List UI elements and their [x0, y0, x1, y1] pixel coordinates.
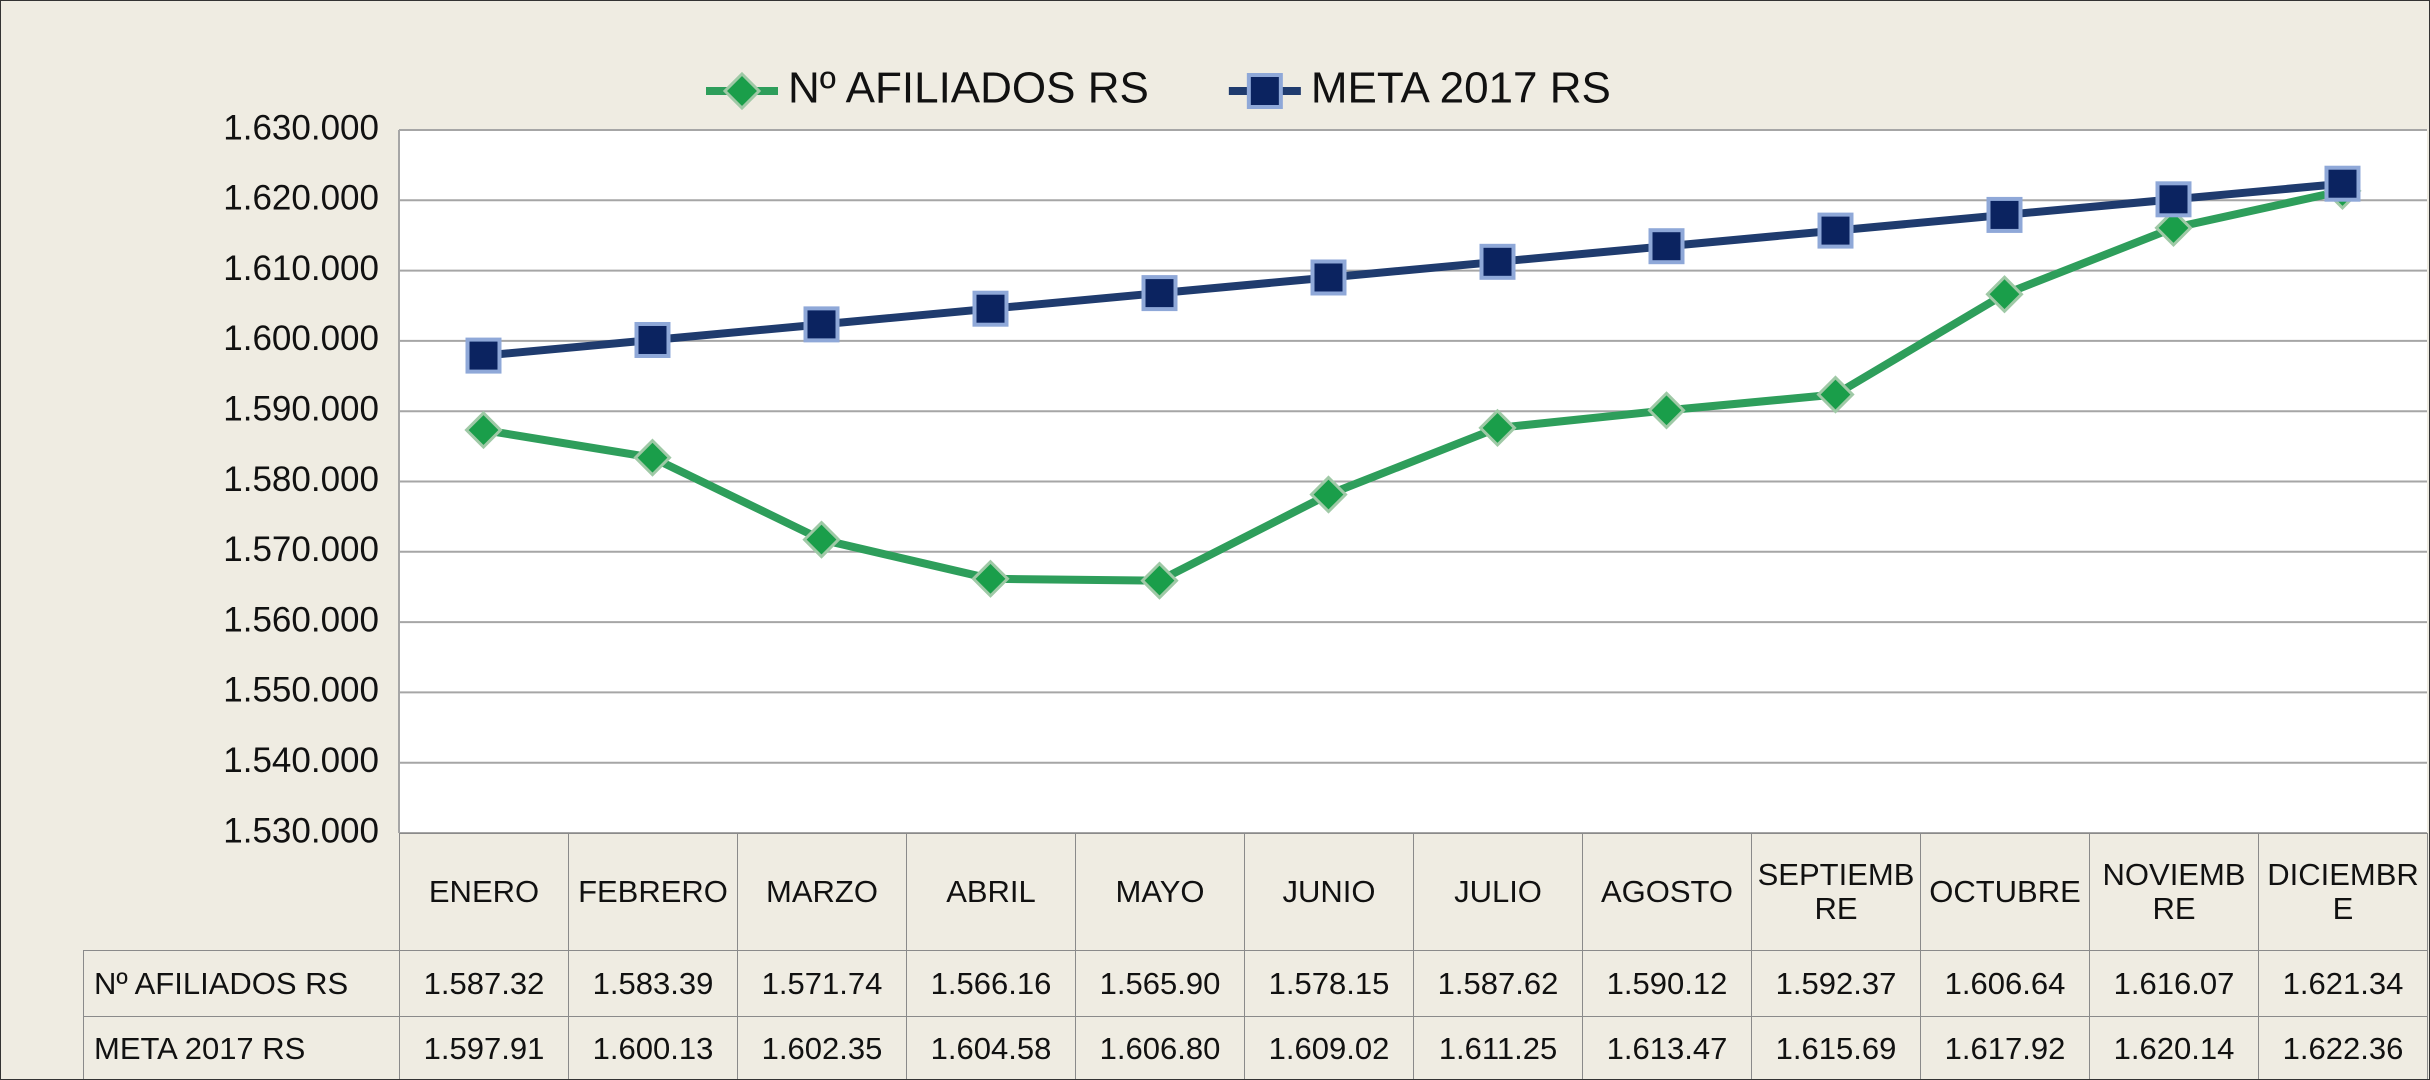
table-value: 1.621.34 — [2258, 950, 2428, 1017]
y-tick-label: 1.620.000 — [223, 179, 379, 218]
y-tick-label: 1.630.000 — [223, 108, 379, 147]
point — [971, 559, 1010, 598]
legend-marker — [1246, 73, 1283, 109]
table-value: 1.602.35 — [737, 1016, 907, 1079]
point — [2155, 181, 2192, 218]
table-value: 1.622.36 — [2258, 1016, 2428, 1079]
point — [1140, 561, 1179, 600]
series-line — [483, 179, 2343, 360]
legend-marker — [722, 71, 762, 111]
y-tick-label: 1.600.000 — [223, 319, 379, 358]
point — [464, 410, 503, 450]
table-value: 1.604.58 — [906, 1016, 1076, 1079]
x-tick-label: ABRIL — [906, 833, 1076, 951]
point — [1985, 275, 2024, 314]
table-value: 1.609.02 — [1244, 1016, 1414, 1079]
point — [1479, 243, 1516, 280]
x-tick-label: ENERO — [399, 833, 569, 951]
point — [1478, 408, 1517, 448]
point — [1648, 228, 1685, 265]
x-tick-label: NOVIEMBRE — [2089, 833, 2259, 951]
y-tick-label: 1.560.000 — [223, 600, 379, 639]
table-value: 1.566.16 — [906, 950, 1076, 1017]
point — [465, 337, 502, 374]
point — [1309, 475, 1348, 514]
point — [1816, 375, 1855, 414]
point — [2324, 165, 2361, 202]
table-value: 1.611.25 — [1413, 1016, 1583, 1079]
table-value: 1.620.14 — [2089, 1016, 2259, 1079]
y-tick-label: 1.540.000 — [223, 741, 379, 780]
x-tick-label: FEBRERO — [568, 833, 738, 951]
series-line — [482, 186, 2344, 585]
x-tick-label: DICIEMBRE — [2258, 833, 2428, 951]
point — [633, 438, 672, 477]
point — [1310, 259, 1347, 296]
x-tick-label: MARZO — [737, 833, 907, 951]
table-value: 1.592.37 — [1751, 950, 1921, 1017]
legend-label: Nº AFILIADOS RS — [788, 64, 1149, 113]
point — [1647, 391, 1686, 430]
x-tick-label: AGOSTO — [1582, 833, 1752, 951]
table-value: 1.587.32 — [399, 950, 569, 1017]
point — [972, 290, 1009, 327]
row-label: META 2017 RS — [83, 1016, 400, 1079]
table-value: 1.587.62 — [1413, 950, 1583, 1017]
table-value: 1.590.12 — [1582, 950, 1752, 1017]
x-tick-label: SEPTIEMBRE — [1751, 833, 1921, 951]
point — [1817, 212, 1854, 249]
legend-label: META 2017 RS — [1311, 64, 1611, 113]
point — [2154, 208, 2193, 248]
table-value: 1.583.39 — [568, 950, 738, 1017]
point — [803, 306, 840, 343]
x-tick-label: JULIO — [1413, 833, 1583, 951]
y-tick-label: 1.550.000 — [223, 671, 379, 710]
point — [634, 321, 671, 358]
y-tick-label: 1.530.000 — [223, 811, 379, 850]
table-value: 1.606.80 — [1075, 1016, 1245, 1079]
point — [1986, 196, 2023, 233]
point — [802, 520, 841, 559]
table-value: 1.597.91 — [399, 1016, 569, 1079]
table-value: 1.613.47 — [1582, 1016, 1752, 1079]
point — [1141, 275, 1178, 312]
y-tick-label: 1.570.000 — [223, 530, 379, 569]
y-tick-label: 1.590.000 — [223, 389, 379, 428]
x-tick-label: JUNIO — [1244, 833, 1414, 951]
row-label: Nº AFILIADOS RS — [83, 950, 400, 1017]
x-tick-label: OCTUBRE — [1920, 833, 2090, 951]
table-value: 1.578.15 — [1244, 950, 1414, 1017]
table-value: 1.606.64 — [1920, 950, 2090, 1017]
y-tick-label: 1.580.000 — [223, 460, 379, 499]
blank-cell — [84, 834, 400, 951]
table-value: 1.617.92 — [1920, 1016, 2090, 1079]
x-tick-label: MAYO — [1075, 833, 1245, 951]
data-table: ENERO FEBRERO MARZO ABRIL MAYO JUNIO JULIO AGOS… — [83, 833, 2428, 1079]
table-value: 1.600.13 — [568, 1016, 738, 1079]
table-value: 1.571.74 — [737, 950, 907, 1017]
table-value: 1.615.69 — [1751, 1016, 1921, 1079]
table-value: 1.616.07 — [2089, 950, 2259, 1017]
table-value: 1.565.90 — [1075, 950, 1245, 1017]
y-tick-label: 1.610.000 — [223, 249, 379, 288]
